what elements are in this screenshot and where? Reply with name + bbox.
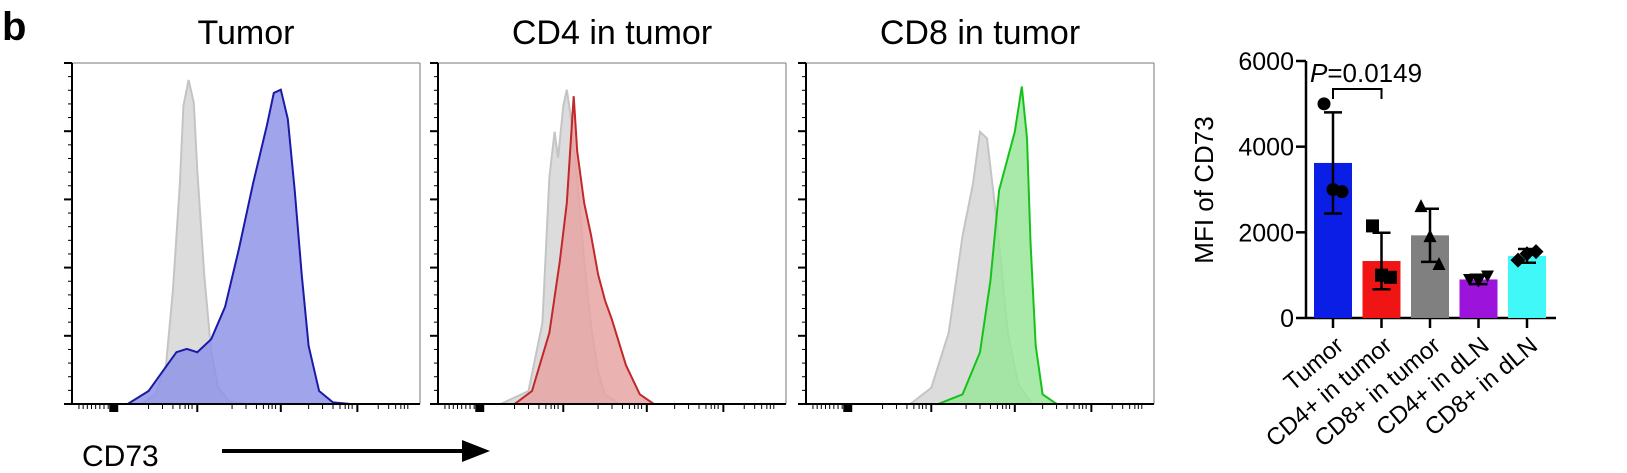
histogram-outline bbox=[806, 86, 1085, 405]
data-point bbox=[1510, 252, 1526, 268]
significance-bracket bbox=[1332, 88, 1383, 99]
histogram-outline bbox=[72, 88, 420, 405]
panel-title: Tumor bbox=[198, 14, 295, 52]
p-value: =0.0149 bbox=[1327, 58, 1422, 88]
data-point bbox=[1519, 246, 1535, 262]
bar-y-tick-label: 6000 bbox=[1238, 48, 1294, 76]
data-point bbox=[1432, 256, 1446, 270]
data-point bbox=[1317, 97, 1331, 111]
histogram-fill bbox=[72, 89, 420, 404]
bar-y-tick-label: 2000 bbox=[1238, 219, 1294, 247]
data-point bbox=[1375, 268, 1388, 282]
data-point bbox=[1366, 219, 1379, 233]
data-point bbox=[1472, 275, 1485, 288]
panel-label: b bbox=[2, 5, 26, 49]
data-point bbox=[1326, 183, 1340, 196]
p-symbol: P bbox=[1310, 58, 1328, 88]
bar-cd8-in-dln bbox=[1508, 255, 1546, 318]
bar-y-axis-label: MFI of CD73 bbox=[1189, 116, 1219, 263]
panel-title: CD4 in tumor bbox=[512, 14, 712, 52]
data-point bbox=[1423, 229, 1437, 243]
p-value-label: P=0.0149 bbox=[1310, 58, 1422, 88]
bar-y-tick-label: 0 bbox=[1280, 305, 1294, 333]
data-point bbox=[1414, 199, 1428, 213]
histogram-fill bbox=[438, 96, 682, 404]
histogram-tumor: Tumor bbox=[64, 14, 421, 412]
histogram-outline bbox=[438, 96, 682, 405]
histogram-fill bbox=[438, 89, 647, 404]
bar-y-tick-label: 4000 bbox=[1238, 134, 1294, 162]
histogram-fill bbox=[806, 86, 1085, 404]
x-axis-arrow-head bbox=[462, 440, 490, 462]
histogram-cd8-in-tumor: CD8 in tumor bbox=[798, 14, 1155, 412]
x-axis-label: CD73 bbox=[82, 440, 159, 473]
panel-title: CD8 in tumor bbox=[880, 14, 1080, 52]
histogram-cd4-in-tumor: CD4 in tumor bbox=[430, 14, 787, 412]
data-point bbox=[1481, 270, 1494, 283]
